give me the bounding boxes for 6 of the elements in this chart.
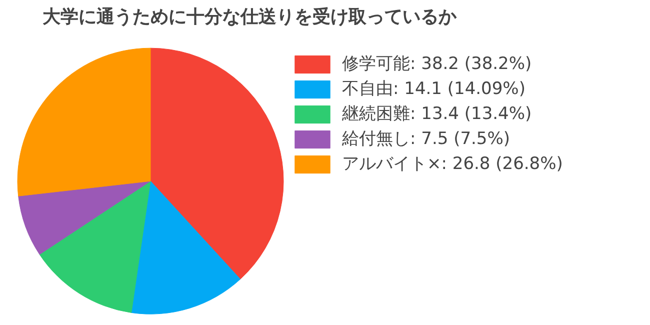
legend-label: アルバイト×: 26.8 (26.8%) [342,153,563,175]
legend-label: 不自由: 14.1 (14.09%) [342,78,526,100]
legend-label: 給付無し: 7.5 (7.5%) [342,128,510,150]
legend-label: 継続困難: 13.4 (13.4%) [342,103,532,125]
chart-title: 大学に通うために十分な仕送りを受け取っているか [42,6,458,28]
legend-label: 修学可能: 38.2 (38.2%) [342,53,532,75]
